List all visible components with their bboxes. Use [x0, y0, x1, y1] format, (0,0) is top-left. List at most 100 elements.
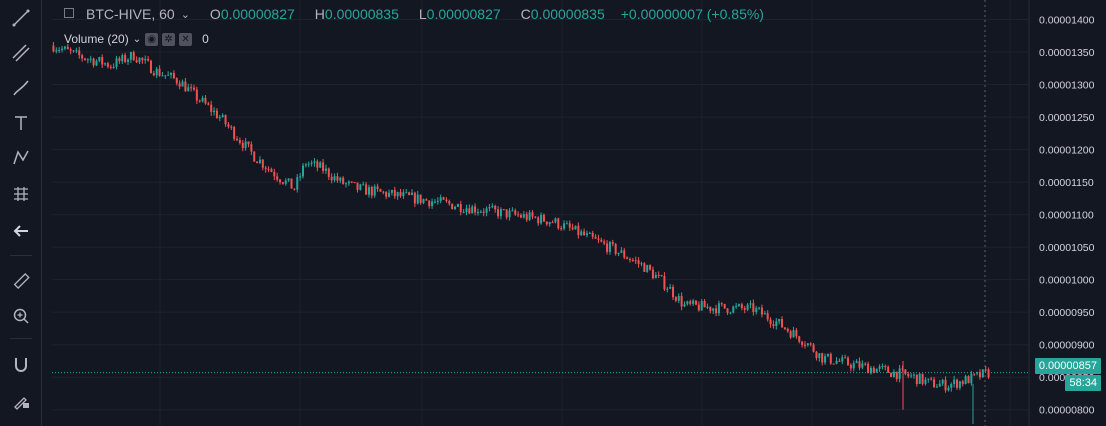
candle-body — [132, 52, 135, 61]
candle-body — [230, 126, 233, 128]
candle-body — [144, 58, 147, 61]
volume-legend: Volume (20) ⌄ ◉ ✲ ✕ 0 — [64, 32, 209, 46]
candle-body — [565, 223, 568, 225]
candle-body — [276, 176, 279, 180]
trend-line-icon[interactable] — [8, 5, 34, 31]
candle-body — [264, 167, 267, 169]
lock-draw-icon[interactable] — [8, 388, 34, 414]
high-value: 0.00000835 — [324, 6, 399, 22]
candle-body — [978, 372, 981, 378]
candle-body — [519, 215, 523, 218]
candle-body — [872, 367, 875, 373]
candle-body — [852, 363, 855, 369]
candle-body — [723, 303, 726, 309]
magnet-icon[interactable] — [8, 352, 34, 378]
candle-body — [370, 187, 373, 196]
candle-body — [118, 58, 121, 62]
candle-body — [471, 206, 474, 214]
candle-body — [970, 373, 973, 384]
candle-body — [419, 194, 422, 203]
drawing-toolbar — [0, 0, 42, 426]
candle-body — [795, 330, 798, 337]
candle-body — [86, 59, 89, 61]
candle-body — [755, 308, 758, 312]
candle-body — [505, 209, 508, 218]
chevron-down-icon[interactable]: ⌄ — [180, 8, 190, 21]
candle-body — [135, 60, 138, 63]
candle-body — [580, 231, 583, 236]
candle-body — [981, 369, 984, 378]
candle-body — [801, 341, 804, 345]
y-tick-label: 0.00001200 — [1039, 145, 1095, 157]
candle-body — [267, 168, 270, 170]
candle-body — [921, 373, 924, 384]
candle-body — [548, 222, 551, 225]
eye-icon[interactable]: ◉ — [145, 32, 159, 46]
candle-body — [454, 206, 457, 210]
candle-body — [674, 297, 677, 301]
candle-body — [531, 212, 534, 217]
chevron-down-icon[interactable]: ⌄ — [132, 33, 142, 45]
candle-body — [256, 161, 259, 164]
candle-body — [729, 312, 732, 314]
candle-body — [147, 58, 150, 61]
back-arrow-icon[interactable] — [8, 218, 34, 244]
candle-body — [213, 110, 216, 112]
candle-body — [821, 353, 824, 363]
candle-body — [588, 232, 591, 234]
candle-body — [270, 169, 273, 172]
candle-body — [634, 260, 637, 262]
candle-body — [250, 144, 253, 152]
candle-body — [474, 206, 477, 213]
candle-body — [342, 177, 345, 184]
candle-body — [299, 176, 302, 178]
candle-body — [422, 199, 425, 203]
brush-icon[interactable] — [8, 75, 34, 101]
candle-body — [121, 55, 124, 62]
candle-body — [152, 73, 155, 76]
candle-body — [273, 171, 276, 177]
ruler-icon[interactable] — [8, 268, 34, 294]
fib-icon[interactable] — [8, 40, 34, 66]
candle-body — [517, 214, 520, 216]
change-value: +0.00000007 (+0.85%) — [620, 6, 764, 22]
candle-body — [410, 192, 414, 195]
candle-body — [646, 265, 649, 272]
candle-body — [781, 319, 784, 328]
candle-body — [92, 58, 95, 66]
candle-body — [976, 372, 979, 374]
pattern-icon[interactable] — [8, 145, 34, 171]
candle-body — [585, 233, 588, 236]
candle-body — [626, 257, 629, 260]
close-icon[interactable]: ✕ — [179, 32, 193, 46]
candle-body — [657, 274, 660, 276]
candle-body — [431, 201, 434, 207]
candle-body — [393, 189, 396, 197]
collapse-legend-icon[interactable] — [64, 8, 74, 18]
zoom-icon[interactable] — [8, 303, 34, 329]
open-label: O — [209, 6, 221, 22]
candle-body — [72, 50, 75, 52]
candle-body — [236, 138, 239, 141]
candle-body — [433, 201, 436, 203]
candle-body — [594, 236, 597, 239]
candle-body — [792, 330, 795, 338]
volume-label[interactable]: Volume (20) — [64, 32, 129, 46]
candle-body — [700, 301, 703, 311]
candle-body — [628, 259, 632, 261]
candle-body — [293, 188, 296, 190]
candle-body — [686, 301, 689, 305]
candle-body — [459, 204, 462, 213]
forecast-icon[interactable] — [8, 181, 34, 207]
text-icon[interactable] — [8, 110, 34, 136]
candle-body — [178, 83, 181, 87]
symbol-name[interactable]: BTC-HIVE, 60 — [86, 6, 175, 22]
candle-body — [479, 211, 482, 213]
low-label: L — [418, 6, 427, 22]
gear-icon[interactable]: ✲ — [162, 32, 176, 46]
candle-body — [947, 387, 950, 391]
candle-body — [402, 192, 405, 197]
candle-body — [261, 159, 264, 168]
candle-body — [930, 378, 933, 380]
